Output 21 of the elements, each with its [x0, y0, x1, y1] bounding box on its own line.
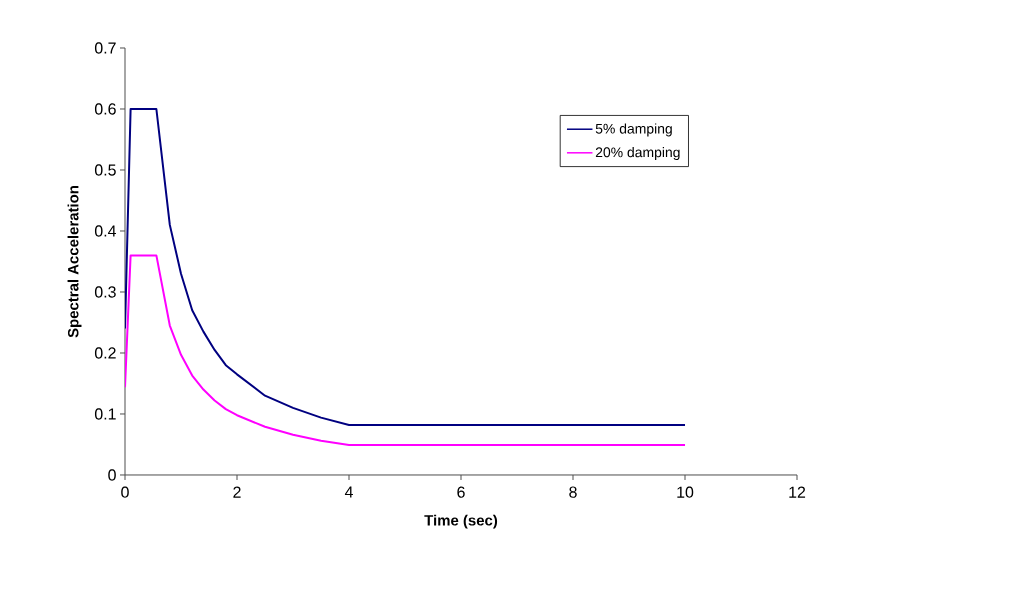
line-series	[125, 107, 687, 426]
y-tick-label: 0	[108, 469, 116, 481]
x-tick-label: 4	[344, 486, 353, 498]
x-tick-label: 8	[569, 486, 577, 498]
y-tick-label: 0.5	[94, 164, 116, 176]
x-tick-label: 2	[233, 486, 241, 498]
x-tick-label: 6	[457, 486, 465, 498]
legend-label: 5% damping	[595, 123, 672, 137]
x-tick-label: 12	[789, 486, 806, 498]
legend-label: 20% damping	[595, 147, 680, 161]
y-axis-title: Spectral Acceleration	[67, 186, 82, 338]
x-tick-label: 10	[677, 486, 694, 498]
y-tick-label: 0.3	[94, 286, 116, 298]
y-tick-label: 0.7	[94, 42, 116, 54]
y-tick-label: 0.6	[94, 103, 116, 115]
y-tick-label: 0.4	[94, 225, 117, 237]
line-series	[125, 254, 687, 447]
x-tick-label: 0	[121, 486, 129, 498]
x-axis-title: Time (sec)	[424, 514, 498, 529]
y-tick-label: 0.2	[94, 347, 116, 359]
y-tick-label: 0.1	[94, 408, 116, 420]
